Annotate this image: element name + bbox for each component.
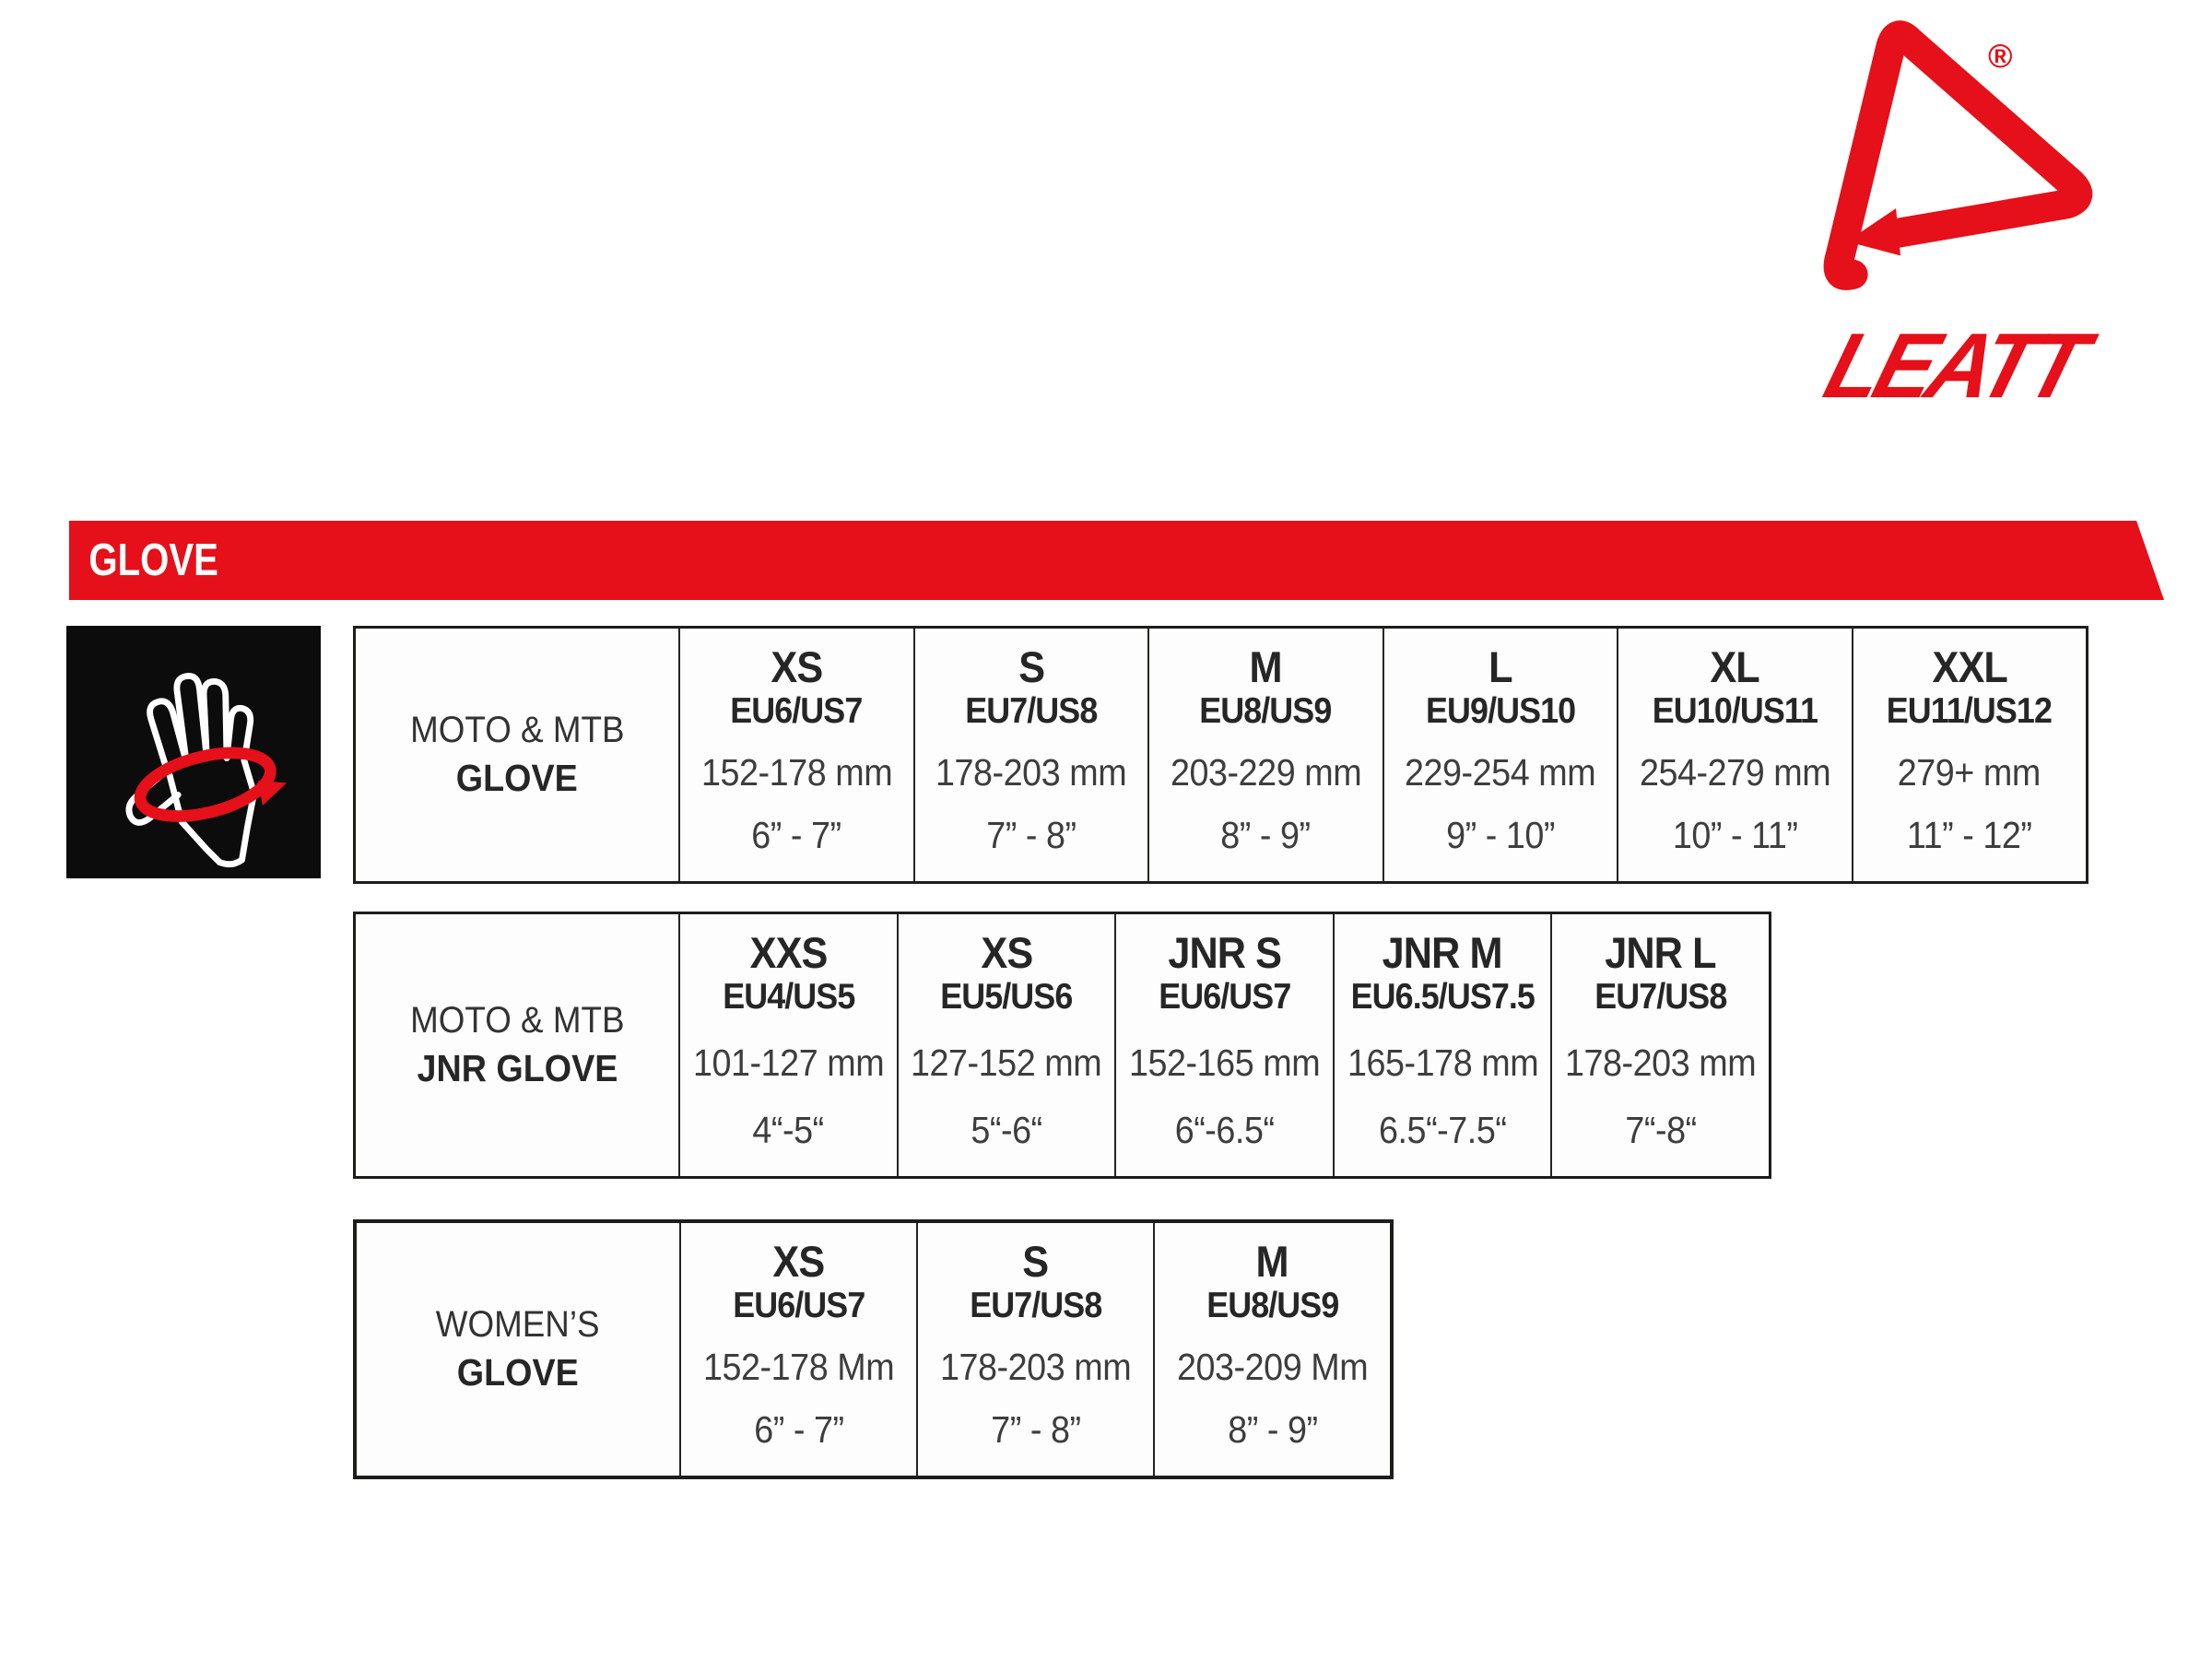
- size-cell-jnr-s: JNR S EU6/US7 152-165 mm 6“-6.5“: [1114, 914, 1333, 1176]
- table-row-label: WOMEN’S GLOVE: [436, 1304, 600, 1394]
- glove-section-banner: GLOVE: [69, 521, 2164, 600]
- size-cell-xs: XS EU5/US6 127-152 mm 5“-6“: [896, 914, 1115, 1176]
- womens-glove-table: WOMEN’S GLOVE XS EU6/US7 152-178 Mm 6” -…: [353, 1219, 1394, 1479]
- leatt-wordmark: LEATT: [1814, 314, 2094, 418]
- banner-title: GLOVE: [88, 535, 218, 585]
- size-cell-m: M EU8/US9 203-209 Mm 8” - 9”: [1153, 1223, 1390, 1476]
- leatt-triangle-icon: [1823, 20, 2093, 290]
- size-cell-l: L EU9/US10 229-254 mm 9” - 10”: [1382, 629, 1618, 881]
- leatt-logo: ® LEATT: [1756, 9, 2161, 452]
- size-cell-m: M EU8/US9 203-229 mm 8” - 9”: [1147, 629, 1382, 881]
- registered-trademark: ®: [1988, 37, 2013, 75]
- hand-measure-icon: [66, 626, 321, 878]
- size-cell-xxs: XXS EU4/US5 101-127 mm 4“-5“: [678, 914, 897, 1176]
- size-cell-xxl: XXL EU11/US12 279+ mm 11” - 12”: [1851, 629, 2087, 881]
- table-row-label: MOTO & MTB GLOVE: [409, 710, 625, 800]
- size-cell-s: S EU7/US8 178-203 mm 7” - 8”: [916, 1223, 1153, 1476]
- size-cell-jnr-m: JNR M EU6.5/US7.5 165-178 mm 6.5“-7.5“: [1332, 914, 1551, 1176]
- size-cell-jnr-l: JNR L EU7/US8 178-203 mm 7“-8“: [1550, 914, 1769, 1176]
- table-row-label: MOTO & MTB JNR GLOVE: [409, 1000, 625, 1090]
- moto-mtb-jnr-glove-table: MOTO & MTB JNR GLOVE XXS EU4/US5 101-127…: [353, 912, 1771, 1179]
- size-cell-s: S EU7/US8 178-203 mm 7” - 8”: [912, 629, 1148, 881]
- size-cell-xs: XS EU6/US7 152-178 mm 6” - 7”: [678, 629, 913, 881]
- size-cell-xl: XL EU10/US11 254-279 mm 10” - 11”: [1617, 629, 1852, 881]
- moto-mtb-glove-table: MOTO & MTB GLOVE XS EU6/US7 152-178 mm 6…: [353, 626, 2088, 884]
- size-cell-xs: XS EU6/US7 152-178 Mm 6” - 7”: [679, 1223, 916, 1476]
